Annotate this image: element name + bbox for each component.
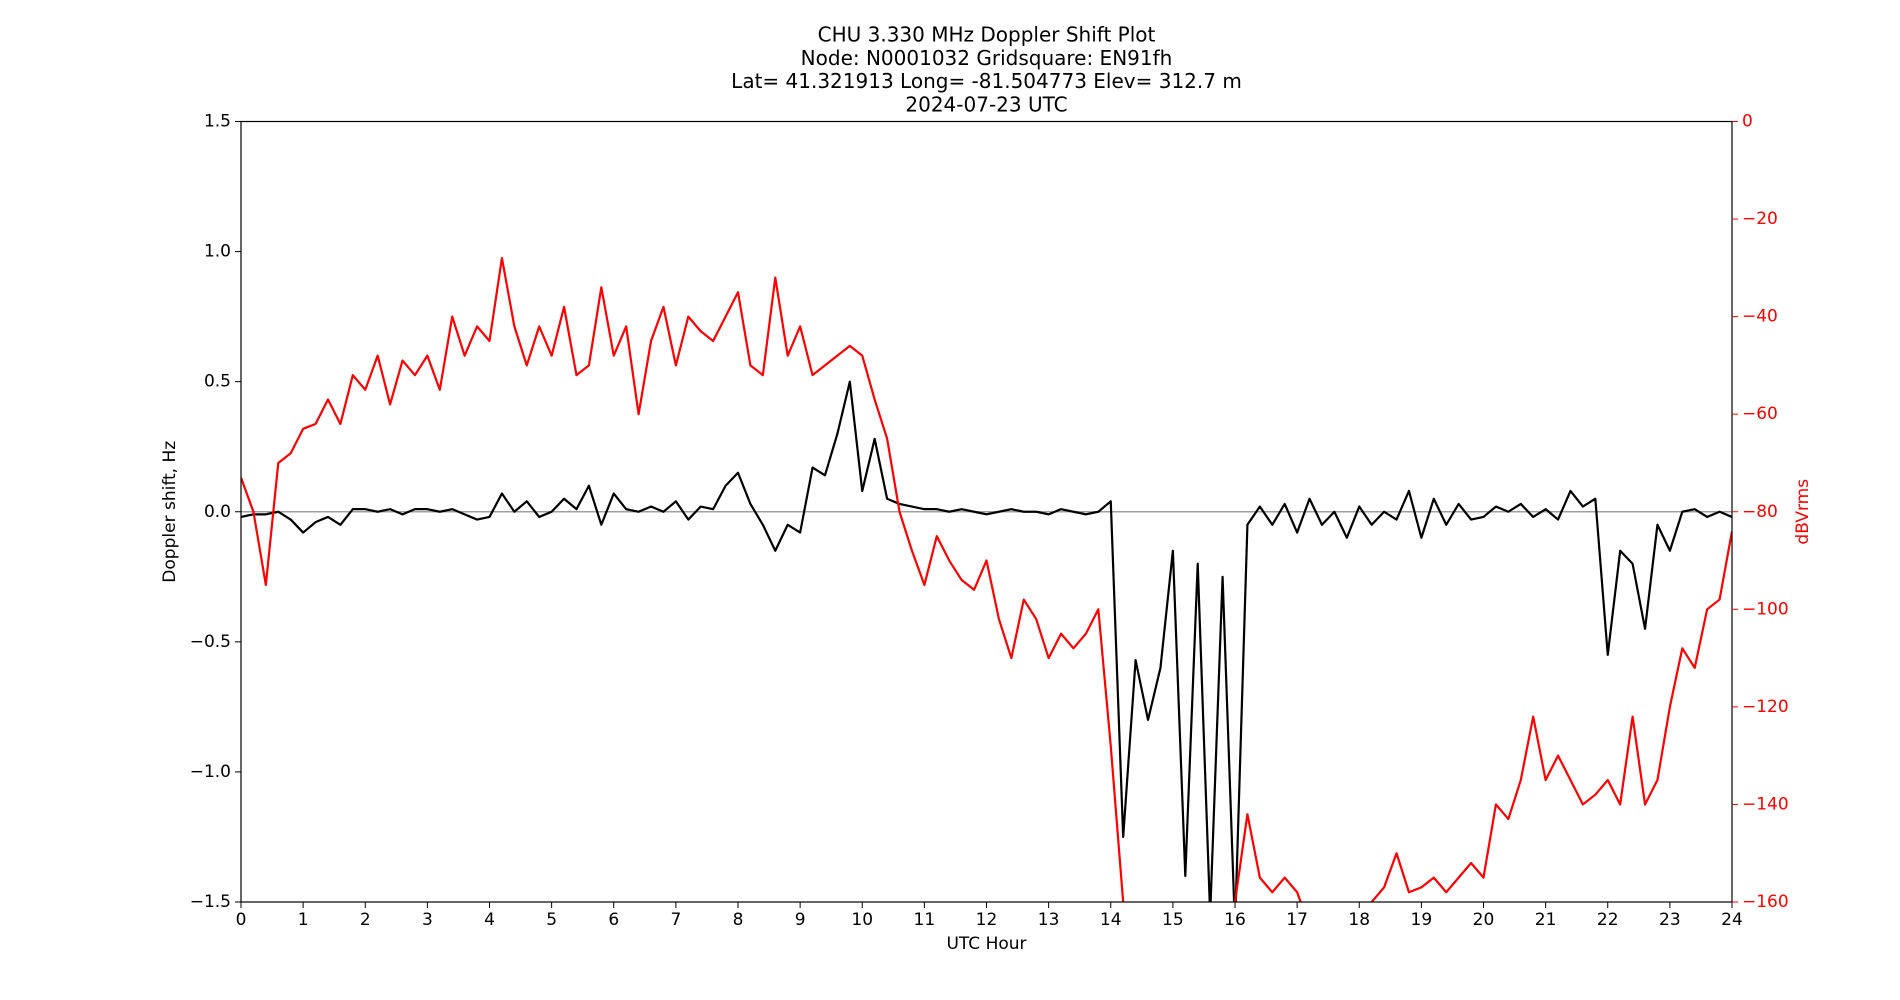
x-tick-label: 7 <box>670 910 681 930</box>
x-tick-label: 1 <box>298 910 309 930</box>
y2-tick-label: −100 <box>1742 599 1789 619</box>
y2-tick-label: −80 <box>1742 502 1778 522</box>
x-tick-label: 4 <box>484 910 495 930</box>
y-tick-label: 1.5 <box>204 112 231 132</box>
x-tick-label: 22 <box>1597 910 1619 930</box>
y-axis-label: Doppler shift, Hz <box>160 441 180 583</box>
y2-tick-label: −120 <box>1742 697 1789 717</box>
x-tick-label: 5 <box>546 910 557 930</box>
x-tick-label: 13 <box>1038 910 1060 930</box>
y2-tick-label: −140 <box>1742 794 1789 814</box>
x-tick-label: 8 <box>733 910 744 930</box>
y-tick-label: −0.5 <box>190 632 231 652</box>
x-tick-label: 14 <box>1100 910 1122 930</box>
plot-area <box>241 256 1732 902</box>
x-tick-label: 9 <box>795 910 806 930</box>
y-tick-label: −1.0 <box>190 762 231 782</box>
x-tick-label: 15 <box>1162 910 1184 930</box>
chart-title: 2024-07-23 UTC <box>905 92 1067 116</box>
x-tick-label: 21 <box>1535 910 1557 930</box>
x-tick-label: 2 <box>360 910 371 930</box>
x-tick-label: 0 <box>236 910 247 930</box>
y2-tick-label: −60 <box>1742 404 1778 424</box>
x-axis-label: UTC Hour <box>946 934 1026 954</box>
x-tick-label: 23 <box>1659 910 1681 930</box>
y2-tick-label: −40 <box>1742 307 1778 327</box>
x-tick-label: 19 <box>1411 910 1433 930</box>
chart-title: CHU 3.330 MHz Doppler Shift Plot <box>818 23 1156 47</box>
series-line <box>241 380 1732 902</box>
x-tick-label: 3 <box>422 910 433 930</box>
chart-title: Node: N0001032 Gridsquare: EN91fh <box>801 46 1173 70</box>
x-tick-label: 17 <box>1286 910 1308 930</box>
x-tick-label: 16 <box>1224 910 1246 930</box>
x-tick-label: 10 <box>851 910 873 930</box>
y-tick-label: 0.5 <box>204 372 231 392</box>
x-tick-label: 20 <box>1473 910 1495 930</box>
chart-title: Lat= 41.321913 Long= -81.504773 Elev= 31… <box>731 69 1242 93</box>
y2-tick-label: −160 <box>1742 892 1789 912</box>
x-tick-label: 18 <box>1348 910 1370 930</box>
y2-tick-label: 0 <box>1742 112 1753 132</box>
y-tick-label: 0.0 <box>204 502 231 522</box>
y-tick-label: 1.0 <box>204 242 231 262</box>
y2-tick-label: −20 <box>1742 209 1778 229</box>
x-tick-label: 24 <box>1721 910 1743 930</box>
y-tick-label: −1.5 <box>190 892 231 912</box>
x-tick-label: 6 <box>608 910 619 930</box>
series-line <box>241 256 1732 902</box>
x-tick-label: 11 <box>914 910 936 930</box>
x-tick-label: 12 <box>976 910 998 930</box>
y2-axis-label: dBVrms <box>1793 479 1813 545</box>
